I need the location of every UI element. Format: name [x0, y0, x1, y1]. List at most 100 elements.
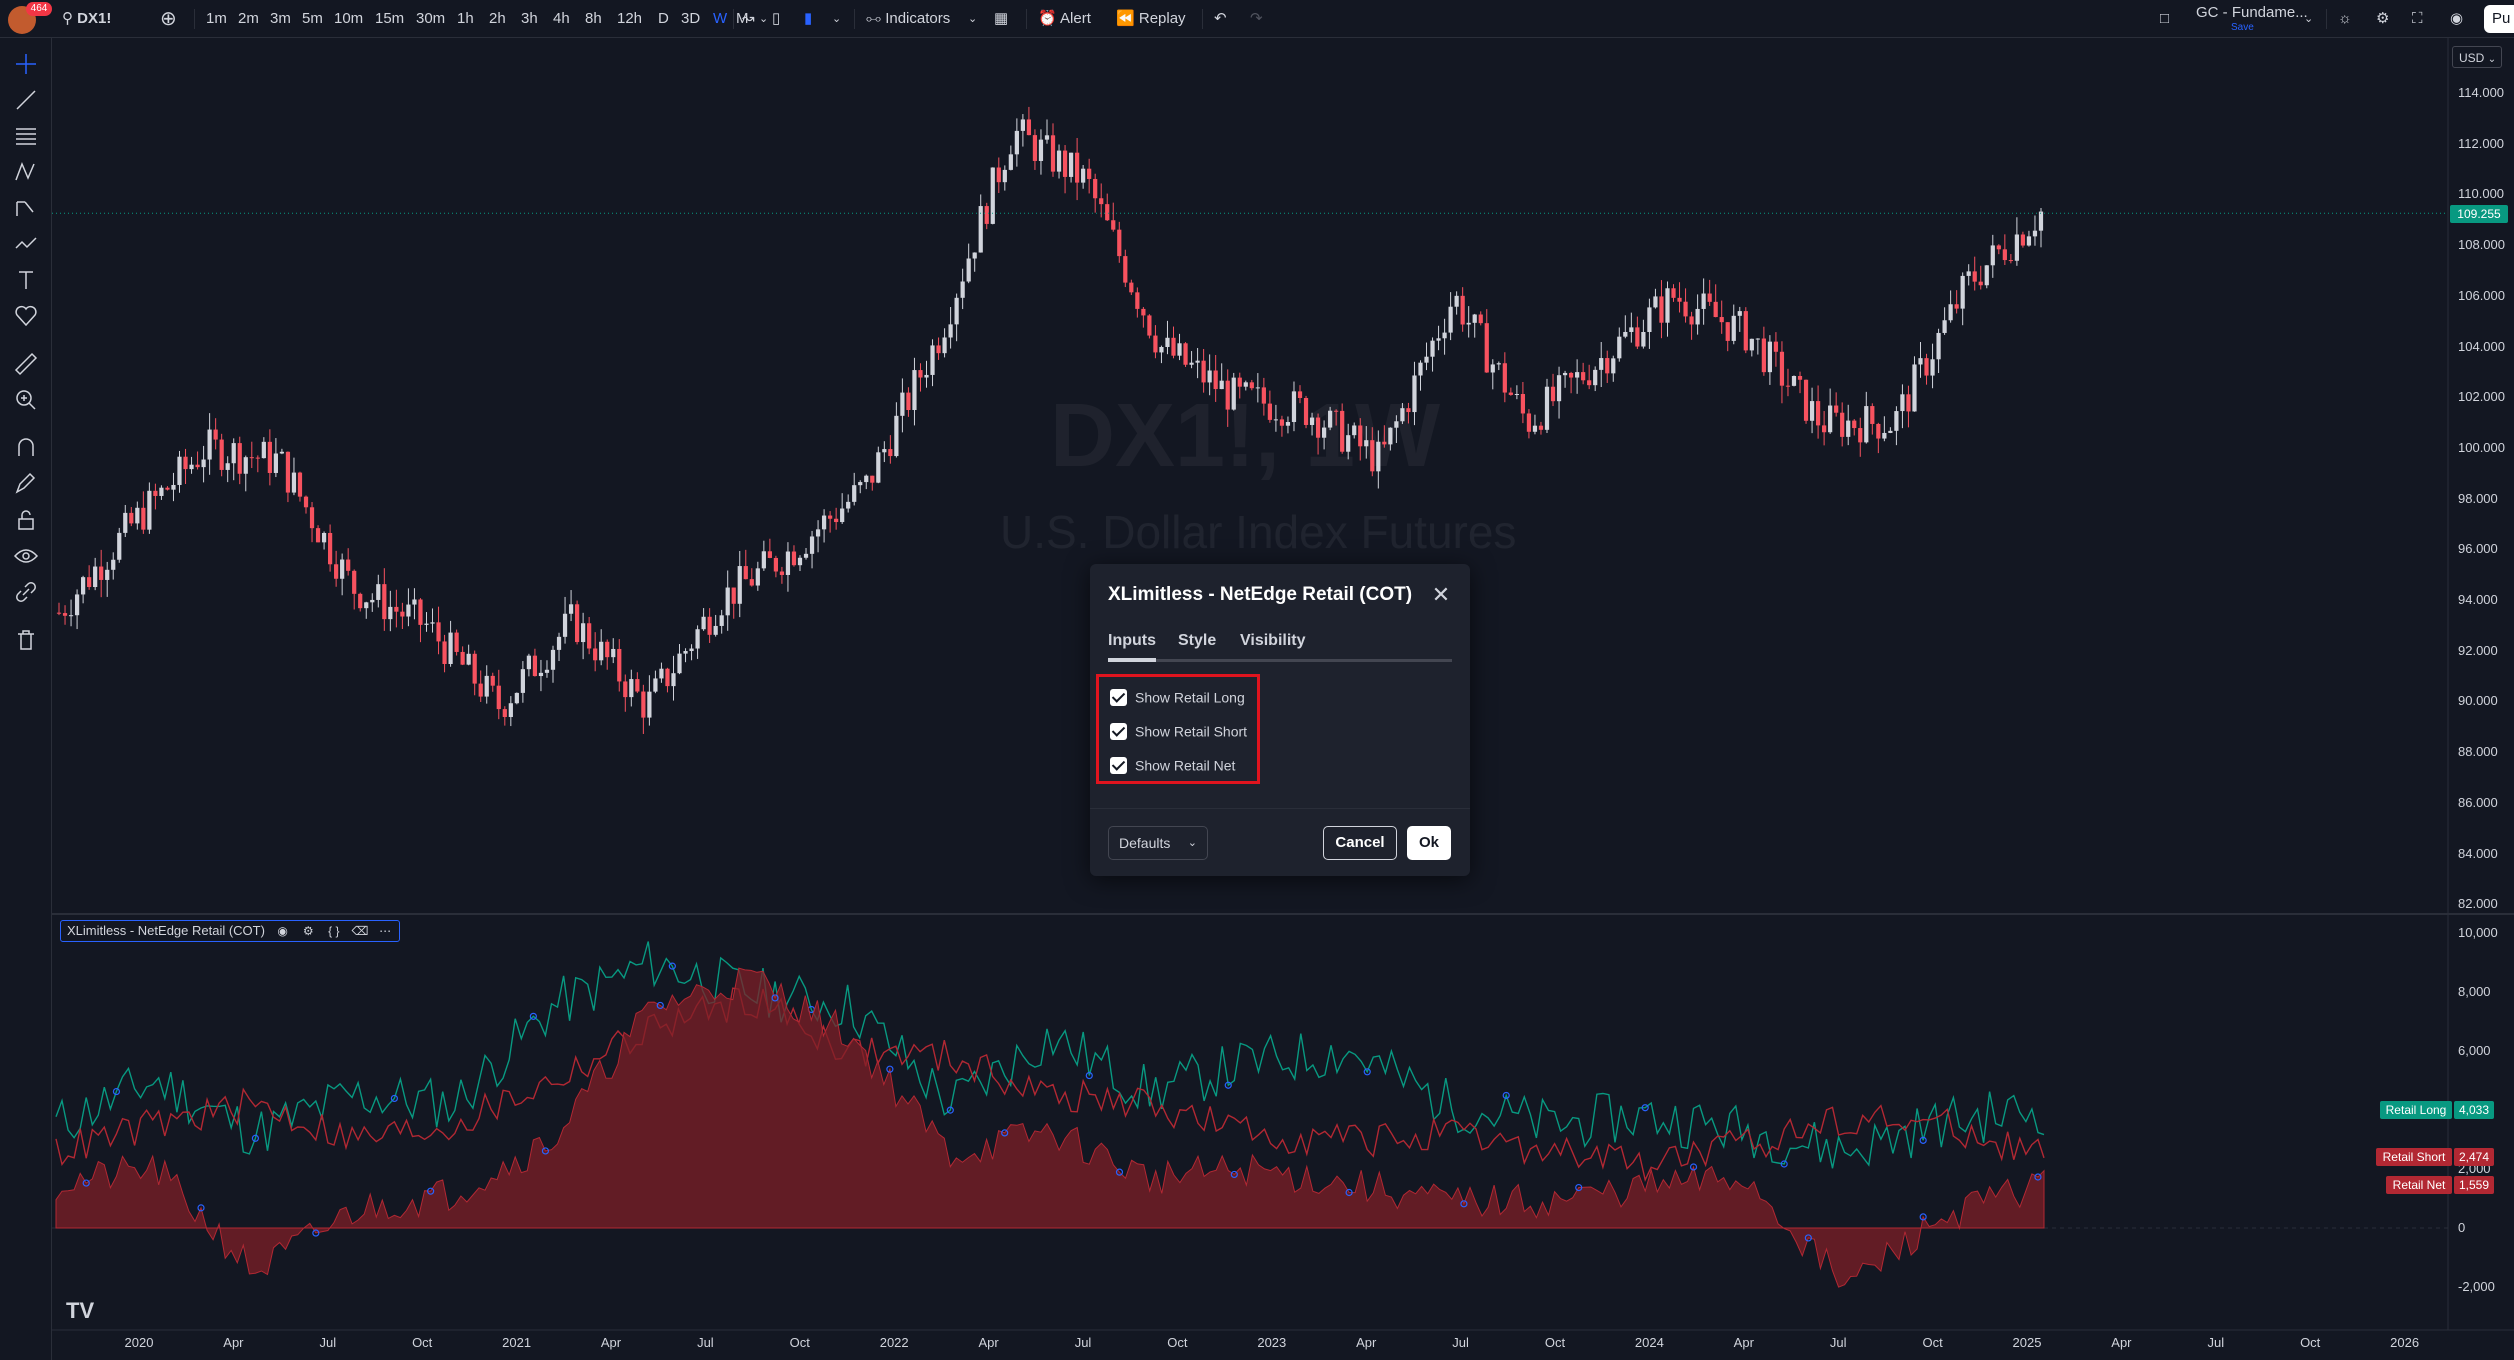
forecast-icon[interactable]	[12, 194, 40, 222]
magnet-icon[interactable]	[12, 434, 40, 462]
text-icon[interactable]	[12, 266, 40, 294]
layout-checkbox-icon[interactable]: □	[2160, 10, 2170, 27]
chevron-down-icon[interactable]: ⌄	[968, 13, 978, 25]
indicator-legend[interactable]: XLimitless - NetEdge Retail (COT) ◉ ⚙ { …	[60, 920, 401, 942]
interval-3m[interactable]: 3m	[270, 10, 291, 27]
trash-icon[interactable]: ⌫	[351, 924, 369, 938]
candle	[1008, 145, 1013, 171]
interval-d[interactable]: D	[658, 10, 669, 27]
alert-button[interactable]: ⏰ Alert	[1038, 10, 1091, 27]
show-retail-net-checkbox[interactable]: Show Retail Net	[1110, 754, 1235, 774]
pattern-icon[interactable]	[12, 158, 40, 186]
eye-icon[interactable]	[12, 542, 40, 570]
signal-marker	[656, 1001, 664, 1010]
candle	[1340, 403, 1345, 454]
show-retail-long-checkbox[interactable]: Show Retail Long	[1110, 686, 1245, 706]
time-axis-label: Jul	[1452, 1335, 1469, 1350]
chevron-down-icon[interactable]: ⌄	[759, 13, 769, 25]
interval-15m[interactable]: 15m	[375, 10, 405, 27]
candle	[2020, 231, 2026, 248]
candle	[1924, 353, 1929, 385]
candle	[1291, 381, 1297, 432]
quick-search-icon[interactable]: ☼	[2338, 10, 2352, 27]
undo-icon[interactable]: ↶	[1214, 10, 1227, 27]
trend-line-icon[interactable]	[12, 86, 40, 114]
candle	[617, 639, 622, 692]
eye-icon[interactable]: ◉	[277, 924, 288, 938]
tradingview-logo-icon[interactable]: TV	[66, 1298, 95, 1323]
indicators-button[interactable]: ⧟ Indicators	[866, 10, 951, 27]
checkbox-checked-icon	[1110, 688, 1127, 706]
interval-30m[interactable]: 30m	[416, 10, 446, 27]
candle	[376, 574, 381, 608]
interval-8h[interactable]: 8h	[585, 10, 602, 27]
interval-3h[interactable]: 3h	[521, 10, 538, 27]
tab-inputs[interactable]: Inputs	[1108, 632, 1156, 649]
candle	[858, 480, 863, 494]
layout-grid-icon[interactable]: ▦	[994, 10, 1009, 27]
zoom-in-icon[interactable]	[12, 386, 40, 414]
candle	[231, 438, 236, 481]
interval-2h[interactable]: 2h	[489, 10, 506, 27]
interval-1h[interactable]: 1h	[457, 10, 474, 27]
candle-chart-type-icon[interactable]: ▮	[804, 10, 813, 27]
gear-icon[interactable]: ⚙	[302, 924, 314, 938]
gear-icon[interactable]: ⚙	[2376, 10, 2390, 27]
trash-icon[interactable]	[12, 626, 40, 654]
ok-button[interactable]: Ok	[1407, 826, 1451, 860]
redo-icon[interactable]: ↷	[1250, 10, 1263, 27]
pencil-lock-icon[interactable]	[12, 470, 40, 498]
interval-4h[interactable]: 4h	[553, 10, 570, 27]
publish-button[interactable]: Pu	[2484, 5, 2514, 33]
replay-button[interactable]: ⏪ Replay	[1116, 10, 1186, 27]
link-icon[interactable]	[12, 578, 40, 606]
chevron-down-icon[interactable]: ⌄	[2304, 13, 2314, 25]
fullscreen-icon[interactable]: ⛶	[2412, 10, 2423, 27]
compare-add-icon[interactable]: ⊕	[160, 8, 177, 30]
bar-chart-type-icon[interactable]: ▯	[772, 10, 781, 27]
interval-5m[interactable]: 5m	[302, 10, 323, 27]
candle	[960, 268, 965, 310]
more-icon[interactable]: ⋯	[379, 924, 392, 938]
interval-3d[interactable]: 3D	[681, 10, 701, 27]
cancel-button[interactable]: Cancel	[1323, 826, 1397, 860]
layout-name[interactable]: GC - Fundame...	[2196, 4, 2308, 21]
tab-style[interactable]: Style	[1178, 632, 1217, 649]
close-icon[interactable]: ✕	[1431, 582, 1451, 607]
tab-visibility[interactable]: Visibility	[1240, 632, 1306, 649]
candle	[1032, 129, 1038, 170]
line-chart-type-icon[interactable]: ↝	[742, 10, 755, 27]
candle	[1364, 426, 1369, 459]
time-axis-label: 2026	[2390, 1335, 2420, 1350]
candle	[1617, 327, 1622, 362]
ruler-icon[interactable]	[12, 350, 40, 378]
candle	[1635, 316, 1640, 349]
candle	[1532, 414, 1538, 435]
candle	[1249, 379, 1254, 391]
interval-10m[interactable]: 10m	[334, 10, 364, 27]
candle	[466, 644, 471, 666]
heart-icon[interactable]	[12, 302, 40, 330]
defaults-dropdown[interactable]: Defaults ⌄	[1108, 826, 1208, 860]
interval-2m[interactable]: 2m	[238, 10, 259, 27]
candle	[1376, 430, 1381, 489]
interval-12h[interactable]: 12h	[617, 10, 643, 27]
source-code-icon[interactable]: { }	[328, 924, 340, 938]
fib-retracement-icon[interactable]	[12, 122, 40, 150]
show-retail-short-checkbox[interactable]: Show Retail Short	[1110, 720, 1247, 740]
indicator-axis-label: 8,000	[2458, 984, 2491, 999]
candle	[87, 565, 92, 590]
interval-m[interactable]: M	[736, 10, 749, 27]
interval-w[interactable]: W	[713, 10, 728, 27]
interval-1m[interactable]: 1m	[206, 10, 227, 27]
brush-icon[interactable]	[12, 230, 40, 258]
candle	[930, 339, 935, 387]
chevron-down-icon[interactable]: ⌄	[832, 13, 842, 25]
camera-icon[interactable]: ◉	[2450, 10, 2464, 27]
lock-icon[interactable]	[12, 506, 40, 534]
currency-selector[interactable]: USD ⌄	[2452, 46, 2502, 68]
crosshair-icon[interactable]	[12, 50, 40, 78]
symbol-search[interactable]: ⚲ DX1!	[62, 0, 111, 38]
time-axis-label: 2023	[1257, 1335, 1287, 1350]
